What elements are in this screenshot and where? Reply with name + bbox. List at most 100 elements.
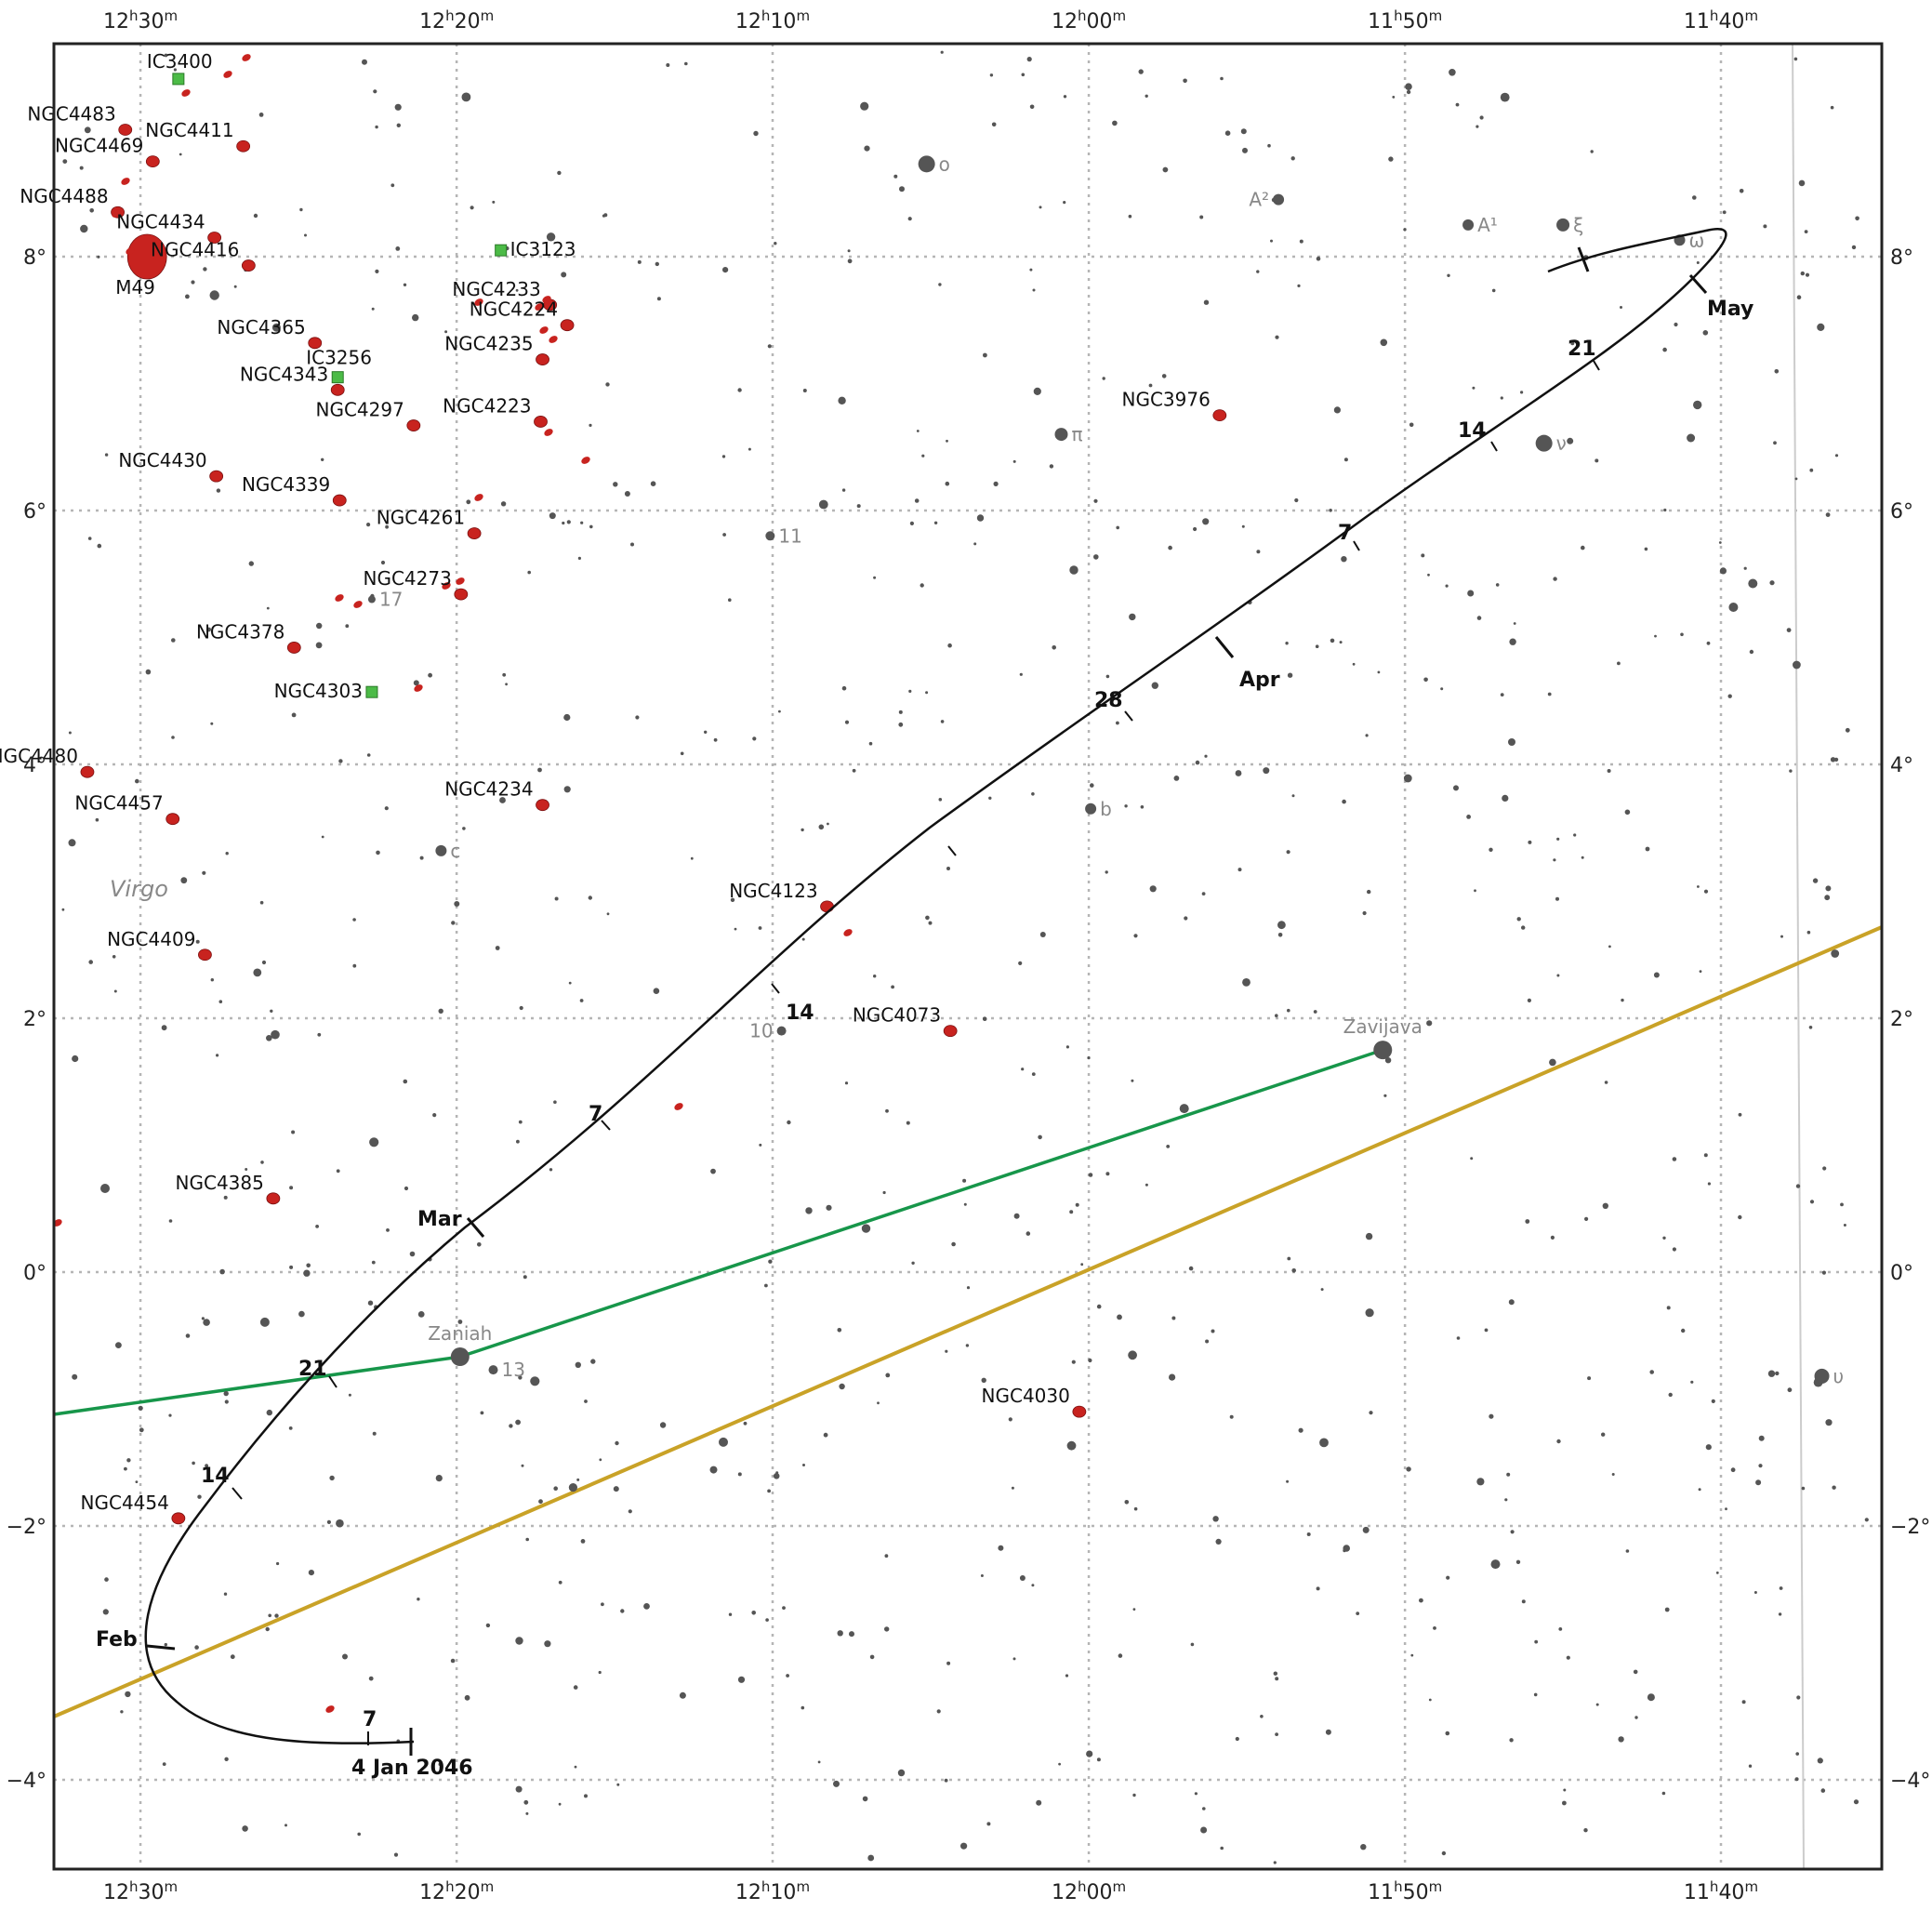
background-star xyxy=(1520,391,1524,394)
background-star xyxy=(1825,1419,1833,1426)
background-star xyxy=(1341,556,1347,563)
background-star xyxy=(1325,1729,1331,1735)
background-star xyxy=(1567,437,1574,444)
background-star xyxy=(1663,508,1667,512)
background-star xyxy=(1333,406,1341,414)
background-star xyxy=(412,313,419,322)
background-star xyxy=(1298,1427,1303,1433)
background-star xyxy=(885,1373,891,1378)
background-star xyxy=(1763,224,1767,229)
background-star xyxy=(704,730,708,734)
background-star xyxy=(719,1437,728,1447)
background-star xyxy=(61,908,65,911)
background-star xyxy=(1687,433,1696,443)
background-star xyxy=(690,856,694,860)
background-star xyxy=(104,453,109,457)
day-label-jan7: 7 xyxy=(363,1708,377,1731)
background-star xyxy=(102,1609,109,1615)
galaxy-marker xyxy=(332,494,347,507)
galaxy-marker xyxy=(456,577,465,585)
background-star xyxy=(802,1464,805,1466)
background-star xyxy=(72,1054,79,1063)
background-star xyxy=(1758,1435,1765,1441)
background-star xyxy=(748,447,751,451)
background-star xyxy=(245,1168,248,1171)
background-star xyxy=(839,1383,845,1390)
background-star xyxy=(601,1602,604,1607)
background-star xyxy=(602,214,606,218)
background-star xyxy=(898,722,904,727)
background-star xyxy=(1820,1788,1826,1793)
background-star xyxy=(384,806,389,811)
background-star xyxy=(518,1120,523,1124)
background-star xyxy=(580,1539,586,1544)
background-star xyxy=(1093,554,1099,560)
background-star xyxy=(684,61,688,66)
star-label: c xyxy=(450,840,460,862)
background-star xyxy=(1220,1846,1224,1850)
background-star xyxy=(202,870,206,875)
background-star xyxy=(271,323,281,332)
background-star xyxy=(1200,1826,1208,1834)
background-star xyxy=(1504,1498,1508,1502)
named-star-layer xyxy=(367,155,1830,1384)
background-star xyxy=(289,1186,294,1190)
background-star xyxy=(104,1577,109,1582)
background-star xyxy=(1550,1235,1555,1240)
background-star xyxy=(395,246,401,251)
background-star xyxy=(566,520,571,524)
background-star xyxy=(321,835,324,839)
background-star xyxy=(553,1100,557,1104)
background-star xyxy=(1112,120,1118,126)
background-star xyxy=(1508,1299,1515,1306)
background-star xyxy=(1456,1336,1461,1340)
background-star xyxy=(288,1426,293,1430)
background-star xyxy=(1427,573,1430,577)
background-star xyxy=(1406,1466,1411,1472)
ra-label-top: 12h20m xyxy=(419,7,494,33)
background-star xyxy=(568,1483,578,1492)
background-star xyxy=(864,145,870,152)
background-star xyxy=(801,937,805,941)
background-star xyxy=(774,242,777,245)
background-star xyxy=(525,1537,529,1542)
background-star xyxy=(1277,933,1283,937)
background-star xyxy=(1260,1715,1264,1718)
background-star xyxy=(728,598,732,602)
background-star xyxy=(873,975,877,978)
background-star xyxy=(1654,634,1657,638)
background-star xyxy=(168,1413,172,1417)
dec-label-right: 0° xyxy=(1890,1262,1913,1285)
background-star xyxy=(367,1300,374,1306)
background-star xyxy=(352,963,357,968)
background-star xyxy=(730,897,735,902)
background-star xyxy=(1562,1800,1567,1806)
ra-label-top: 11h40m xyxy=(1684,7,1758,33)
background-star xyxy=(1789,769,1793,773)
day-tick xyxy=(1353,540,1360,551)
galaxy-marker xyxy=(330,383,345,396)
background-star xyxy=(265,1626,270,1632)
ra-label-bottom: 12h10m xyxy=(735,1878,810,1904)
background-star xyxy=(1316,1586,1320,1591)
background-star xyxy=(1707,1182,1711,1186)
background-star xyxy=(1203,299,1210,305)
background-star xyxy=(417,1598,420,1601)
label-layer: M49 NGC4488 NGC4434 NGC4416 NGC4469 NGC4483 NG… xyxy=(0,50,1844,1514)
galaxy-label: NGC4409 xyxy=(107,928,195,950)
background-star xyxy=(266,1409,272,1416)
background-star xyxy=(1019,1575,1026,1581)
background-star xyxy=(205,1464,209,1468)
background-star xyxy=(135,778,139,784)
background-star xyxy=(321,458,324,461)
background-star xyxy=(983,352,987,358)
background-star xyxy=(962,1178,967,1183)
background-star xyxy=(1680,632,1684,637)
background-star xyxy=(1595,458,1599,463)
galaxy-label: NGC4430 xyxy=(118,449,206,471)
background-star xyxy=(1237,868,1242,872)
background-star xyxy=(613,1486,619,1492)
background-star xyxy=(164,53,168,58)
month-tick xyxy=(1577,246,1590,272)
background-star xyxy=(1584,1216,1589,1221)
